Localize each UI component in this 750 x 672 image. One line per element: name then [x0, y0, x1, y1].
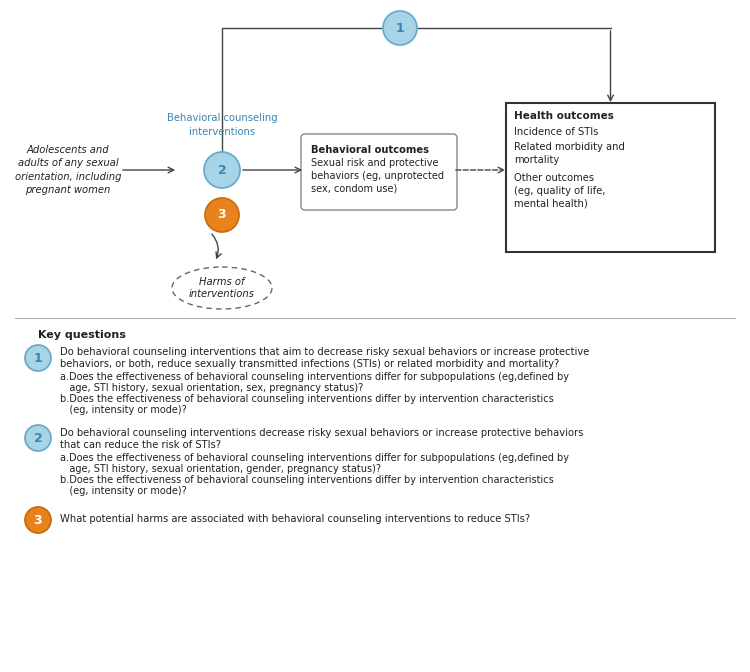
Text: 3: 3 — [34, 513, 42, 526]
Circle shape — [25, 425, 51, 451]
FancyBboxPatch shape — [506, 103, 715, 252]
Circle shape — [383, 11, 417, 45]
Text: 1: 1 — [396, 22, 404, 34]
Text: 1: 1 — [34, 351, 42, 364]
Text: What potential harms are associated with behavioral counseling interventions to : What potential harms are associated with… — [60, 514, 530, 524]
Text: a.Does the effectiveness of behavioral counseling interventions differ for subpo: a.Does the effectiveness of behavioral c… — [60, 453, 569, 463]
Text: behaviors, or both, reduce sexually transmitted infections (STIs) or related mor: behaviors, or both, reduce sexually tran… — [60, 359, 560, 369]
Circle shape — [204, 152, 240, 188]
Circle shape — [205, 198, 239, 232]
Text: Incidence of STIs: Incidence of STIs — [514, 127, 598, 137]
Text: Do behavioral counseling interventions that aim to decrease risky sexual behavio: Do behavioral counseling interventions t… — [60, 347, 590, 357]
Text: 3: 3 — [217, 208, 226, 222]
Text: Behavioral outcomes: Behavioral outcomes — [311, 145, 429, 155]
Text: Other outcomes
(eg, quality of life,
mental health): Other outcomes (eg, quality of life, men… — [514, 173, 605, 208]
Text: b.Does the effectiveness of behavioral counseling interventions differ by interv: b.Does the effectiveness of behavioral c… — [60, 475, 554, 485]
Text: Sexual risk and protective
behaviors (eg, unprotected
sex, condom use): Sexual risk and protective behaviors (eg… — [311, 158, 444, 194]
Text: a.Does the effectiveness of behavioral counseling interventions differ for subpo: a.Does the effectiveness of behavioral c… — [60, 372, 569, 382]
Text: Harms of
interventions: Harms of interventions — [189, 277, 255, 300]
Text: age, STI history, sexual orientation, sex, pregnancy status)?: age, STI history, sexual orientation, se… — [60, 383, 363, 393]
Text: Do behavioral counseling interventions decrease risky sexual behaviors or increa: Do behavioral counseling interventions d… — [60, 428, 584, 438]
Text: Adolescents and
adults of any sexual
orientation, including
pregnant women: Adolescents and adults of any sexual ori… — [15, 145, 122, 195]
Ellipse shape — [172, 267, 272, 309]
Circle shape — [25, 507, 51, 533]
Text: Behavioral counseling
interventions: Behavioral counseling interventions — [166, 114, 278, 136]
Text: Related morbidity and
mortality: Related morbidity and mortality — [514, 142, 625, 165]
Text: age, STI history, sexual orientation, gender, pregnancy status)?: age, STI history, sexual orientation, ge… — [60, 464, 381, 474]
Text: Health outcomes: Health outcomes — [514, 111, 613, 121]
Text: that can reduce the risk of STIs?: that can reduce the risk of STIs? — [60, 440, 221, 450]
FancyBboxPatch shape — [301, 134, 457, 210]
Text: (eg, intensity or mode)?: (eg, intensity or mode)? — [60, 486, 187, 496]
Text: 2: 2 — [34, 431, 42, 444]
Text: 2: 2 — [217, 163, 226, 177]
Text: b.Does the effectiveness of behavioral counseling interventions differ by interv: b.Does the effectiveness of behavioral c… — [60, 394, 554, 404]
Text: (eg, intensity or mode)?: (eg, intensity or mode)? — [60, 405, 187, 415]
Text: Key questions: Key questions — [38, 330, 126, 340]
Circle shape — [25, 345, 51, 371]
